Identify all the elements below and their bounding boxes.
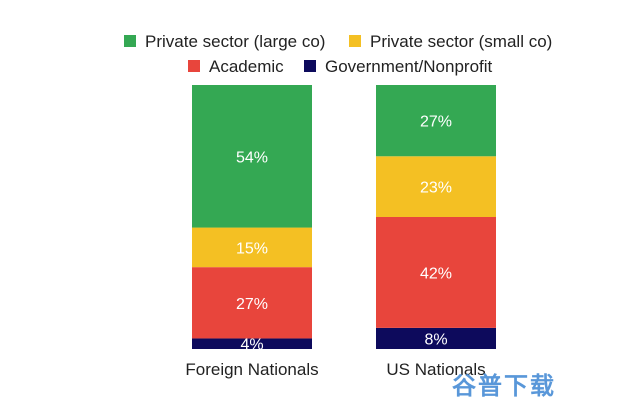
data-label-us-nationals-government-nonprofit: 8% (424, 331, 447, 348)
legend-swatch-academic (188, 60, 200, 72)
bar-segment-us-nationals-private-sector-small-co (376, 156, 496, 217)
legend-swatch-private-sector-small-co (349, 35, 361, 47)
category-label-us-nationals: US Nationals (386, 360, 485, 379)
data-label-foreign-nationals-academic: 27% (236, 296, 268, 313)
legend-swatch-private-sector-large-co (124, 35, 136, 47)
chart-legend: Private sector (large co) Private sector … (124, 32, 552, 76)
data-label-us-nationals-private-sector-large-co: 27% (420, 114, 452, 131)
bar-segment-foreign-nationals-academic (192, 267, 312, 339)
legend-label-government-nonprofit: Government/Nonprofit (325, 57, 493, 76)
bar-segment-foreign-nationals-private-sector-small-co (192, 227, 312, 268)
category-label-foreign-nationals: Foreign Nationals (185, 360, 318, 379)
data-label-foreign-nationals-government-nonprofit: 4% (240, 337, 263, 354)
bar-segment-us-nationals-academic (376, 217, 496, 328)
legend-label-private-sector-large-co: Private sector (large co) (145, 32, 325, 51)
bar-group: 4% 27% 15% 54% 8% 42% 23% 27% (192, 85, 496, 354)
watermark-text: 谷普下载 (452, 372, 556, 400)
legend-label-private-sector-small-co: Private sector (small co) (370, 32, 552, 51)
data-label-foreign-nationals-private-sector-large-co: 54% (236, 149, 268, 166)
legend-label-academic: Academic (209, 57, 284, 76)
bar-segment-us-nationals-private-sector-large-co (376, 85, 496, 157)
data-label-foreign-nationals-private-sector-small-co: 15% (236, 240, 268, 257)
legend-swatch-government-nonprofit (304, 60, 316, 72)
bar-segment-us-nationals-government-nonprofit (376, 327, 496, 349)
category-labels: Foreign Nationals US Nationals (185, 360, 485, 379)
data-label-us-nationals-academic: 42% (420, 265, 452, 282)
bar-segment-foreign-nationals-government-nonprofit (192, 338, 312, 349)
data-label-us-nationals-private-sector-small-co: 23% (420, 180, 452, 197)
bar-segment-foreign-nationals-private-sector-large-co (192, 85, 312, 228)
